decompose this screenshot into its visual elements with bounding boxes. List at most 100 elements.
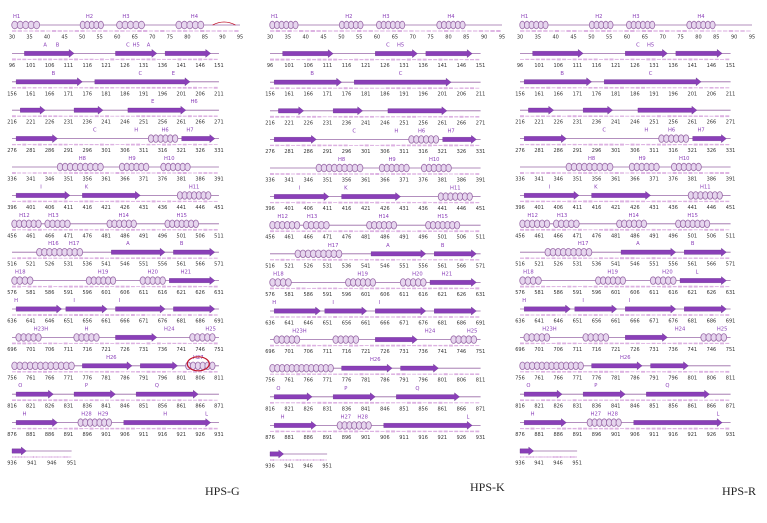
sequence-glyph <box>562 58 567 61</box>
sequence-glyph <box>94 229 99 231</box>
sequence-glyph <box>625 285 630 288</box>
sequence-glyph <box>525 427 530 430</box>
sequence-glyph <box>343 345 348 347</box>
sequence-glyph <box>120 371 125 373</box>
sequence-glyph <box>577 200 582 202</box>
sequence-glyph <box>709 228 714 231</box>
sequence-glyph <box>401 259 406 261</box>
sequence-glyph <box>380 344 385 347</box>
sequence-glyph <box>40 456 42 458</box>
strand-arrow <box>400 363 439 373</box>
sequence-glyph <box>270 316 274 318</box>
residue-tick-label: 651 <box>64 319 74 325</box>
strand-arrow <box>15 77 83 87</box>
helix-coil <box>619 276 626 285</box>
sequence-glyph <box>115 399 120 401</box>
residue-tick-label: 326 <box>195 148 205 154</box>
residue-tick-label: 501 <box>177 233 187 239</box>
sequence-glyph <box>130 427 135 430</box>
sequence-glyph <box>68 172 73 174</box>
sequence-glyph <box>89 399 94 402</box>
sequence-glyph <box>275 402 280 404</box>
residue-tick-label: 911 <box>649 432 659 438</box>
residue-tick-label: 571 <box>476 263 486 269</box>
residue-tick-label: 206 <box>457 92 467 98</box>
strand-arrow <box>583 389 626 399</box>
strand-arrow <box>24 49 75 58</box>
sequence-glyph <box>359 345 364 347</box>
sequence-glyph <box>385 116 390 118</box>
residue-tick-label: 786 <box>120 375 130 381</box>
sequence-glyph <box>182 257 187 259</box>
sequence-glyph <box>146 257 151 259</box>
sequence-glyph <box>651 286 656 288</box>
residue-tick-label: 726 <box>380 349 390 355</box>
sequence-glyph <box>162 228 166 231</box>
sequence-glyph <box>322 58 327 61</box>
sequence-glyph <box>607 30 612 32</box>
sequence-glyph <box>208 229 213 231</box>
sequence-glyph <box>583 87 588 89</box>
residue-tick-label: 896 <box>592 432 602 438</box>
sequence-glyph <box>583 200 588 203</box>
sequence-glyph <box>125 143 130 146</box>
sequence-glyph <box>620 370 624 373</box>
residue-tick-label: 346 <box>304 178 314 184</box>
sequence-glyph <box>593 427 598 430</box>
helix-coil <box>105 418 112 427</box>
sequence-glyph <box>316 30 321 32</box>
sequence-glyph <box>53 229 58 231</box>
sequence-glyph <box>662 285 667 288</box>
sequence-glyph <box>84 342 89 345</box>
sequence-glyph <box>688 115 693 117</box>
sequence-glyph <box>525 228 530 231</box>
sequence-glyph <box>551 456 553 458</box>
sequence-glyph <box>13 456 15 458</box>
sequence-glyph <box>541 172 546 174</box>
residue-tick-label: 551 <box>649 262 659 268</box>
structure-label: H23H <box>292 329 307 335</box>
sequence-glyph <box>213 314 218 316</box>
sequence-glyph <box>275 287 280 290</box>
sequence-glyph <box>167 314 172 316</box>
sequence-glyph <box>562 143 567 146</box>
sequence-glyph <box>714 427 719 430</box>
sequence-glyph <box>167 428 172 430</box>
residue-tick-label: 141 <box>177 63 187 69</box>
sequence-glyph <box>311 459 313 461</box>
sequence-glyph <box>459 402 464 404</box>
sequence-glyph <box>464 430 469 433</box>
residue-tick-label: 566 <box>457 263 467 269</box>
sequence-glyph <box>614 228 619 231</box>
sequence-glyph <box>270 58 274 61</box>
strand-arrow <box>425 49 473 58</box>
sequence-glyph <box>401 344 406 347</box>
sequence-glyph <box>141 229 146 231</box>
structure-label: I <box>332 300 334 306</box>
sequence-glyph <box>208 285 213 288</box>
sequence-glyph <box>348 115 353 118</box>
sequence-glyph <box>312 144 317 147</box>
sequence-glyph <box>136 257 141 260</box>
sequence-glyph <box>110 229 115 231</box>
sequence-glyph <box>530 427 535 430</box>
sequence-glyph <box>577 342 582 344</box>
sequence-glyph <box>641 370 646 373</box>
sequence-glyph <box>296 87 301 89</box>
residue-tick-label: 616 <box>158 290 168 296</box>
residue-tick-label: 886 <box>554 432 564 438</box>
sequence-glyph <box>162 86 166 89</box>
sequence-glyph <box>213 427 218 430</box>
residue-tick-label: 231 <box>573 120 583 126</box>
strand-arrow <box>524 77 592 87</box>
residue-tick-label: 571 <box>726 262 736 268</box>
helix-coil <box>97 162 104 172</box>
residue-tick-label: 706 <box>45 347 55 353</box>
sequence-glyph <box>63 427 68 430</box>
sequence-glyph <box>32 314 37 316</box>
sequence-glyph <box>270 401 274 404</box>
sequence-glyph <box>354 430 359 433</box>
sequence-glyph <box>136 229 141 231</box>
residue-tick-label: 311 <box>399 149 409 155</box>
